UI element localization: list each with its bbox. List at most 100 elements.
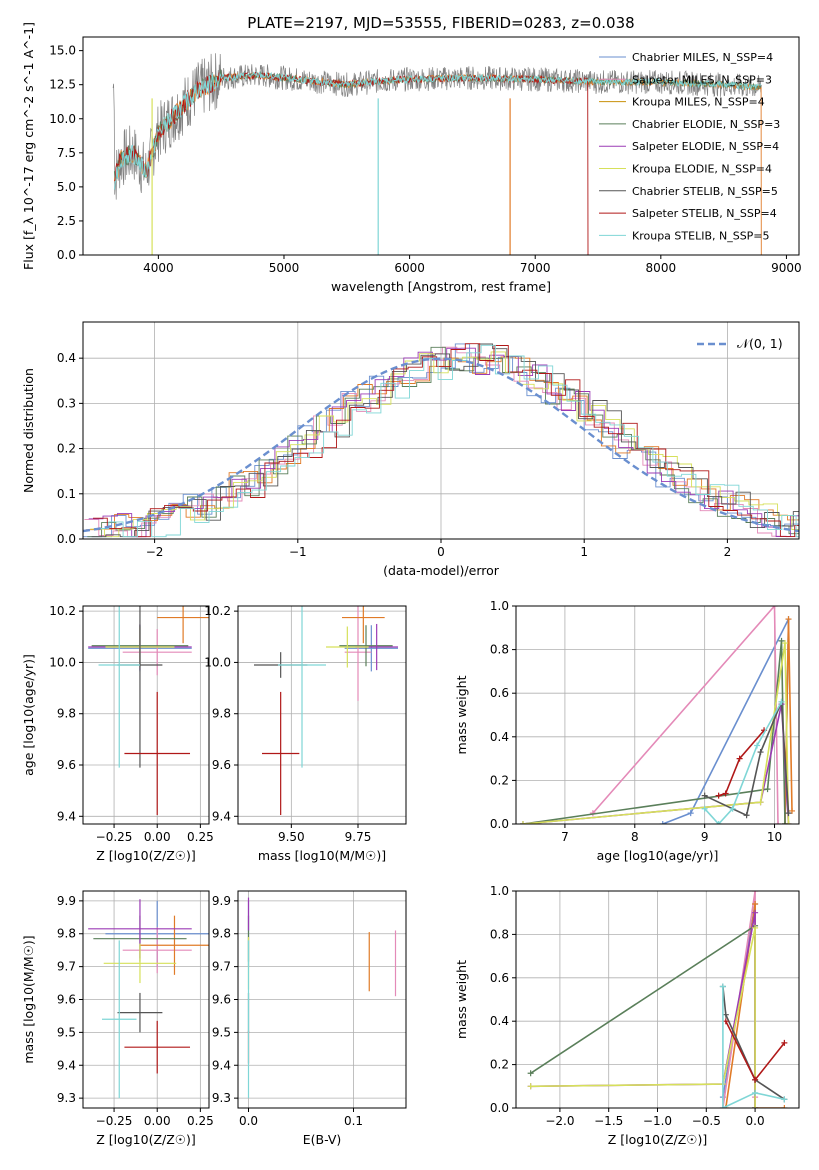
y-axis-label: mass [log10(M/M☉)]	[21, 935, 36, 1063]
weight-marker	[719, 1105, 726, 1108]
error-bar-point	[139, 915, 209, 975]
y-tick-label: 10.2	[49, 604, 76, 618]
error-bar-point	[157, 606, 209, 644]
panel-2: −0.25 0.00 0.25 9.4 9.6 9.8 10.0 10.2 Z [log10(Z…	[21, 604, 214, 863]
x-tick-label: −2.0	[545, 1114, 574, 1128]
error-bar-point	[124, 691, 191, 816]
x-tick-label: −1	[289, 545, 307, 559]
y-tick-label: 1.0	[490, 884, 509, 898]
y-tick-label: 0.0	[490, 817, 509, 831]
weight-marker	[729, 805, 736, 812]
weight-marker	[782, 640, 789, 647]
y-tick-label: 9.6	[57, 993, 76, 1007]
y-tick-label: 9.6	[212, 758, 231, 772]
x-tick-label: −0.5	[692, 1114, 721, 1128]
weight-marker	[781, 1105, 788, 1108]
x-tick-label: 2	[724, 545, 732, 559]
y-tick-label: 9.9	[212, 894, 231, 908]
weight-series-line	[530, 927, 756, 1108]
x-tick-label: 4000	[143, 261, 174, 275]
y-tick-label: 9.8	[57, 707, 76, 721]
y-tick-label: 9.8	[212, 707, 231, 721]
weight-marker	[778, 698, 785, 705]
y-tick-label: 0.0	[57, 248, 76, 262]
weight-marker	[757, 749, 764, 756]
weight-marker	[781, 1096, 788, 1103]
error-bar-point	[124, 1020, 191, 1074]
weight-marker	[782, 821, 789, 824]
panel-4: 7 8 9 10 0.0 0.2 0.4 0.6 0.8 1.0 age [log10(age/yr…	[454, 599, 800, 863]
error-bar-point	[326, 626, 369, 668]
y-tick-label: 0.2	[57, 442, 76, 456]
weight-marker	[785, 616, 792, 623]
y-tick-label: 9.4	[212, 809, 231, 823]
x-tick-label: 9.50	[278, 830, 305, 844]
plot-area	[112, 53, 762, 255]
weight-marker	[701, 805, 708, 812]
legend-label: Salpeter ELODIE, N_SSP=4	[632, 140, 779, 153]
y-axis-label: Normed distribution	[21, 368, 36, 493]
x-axis-label: age [log10(age/yr)]	[597, 848, 719, 863]
x-tick-label: 0.25	[187, 1114, 214, 1128]
x-tick-label: −2	[146, 545, 164, 559]
weight-marker	[659, 821, 666, 824]
y-tick-label: 10.0	[49, 112, 76, 126]
y-tick-label: 9.3	[57, 1091, 76, 1105]
plot-area	[88, 899, 209, 1099]
x-tick-label: −0.25	[96, 830, 133, 844]
y-tick-label: 9.6	[212, 993, 231, 1007]
error-bar-point	[344, 606, 372, 701]
model-spectrum-line	[114, 72, 589, 255]
legend-label: Chabrier STELIB, N_SSP=5	[632, 185, 778, 198]
panel-5: −0.25 0.00 0.25 9.3 9.4 9.5 9.6 9.7 9.8 9.9 Z [log…	[21, 890, 214, 1147]
panel-0: 4000 5000 6000 7000 8000 9000 0.0 2.5 5.0 7.5 10.0…	[21, 14, 802, 294]
x-tick-label: 7	[561, 830, 569, 844]
x-tick-label: 1	[580, 545, 588, 559]
weight-series-line	[530, 912, 756, 1108]
y-tick-label: 7.5	[57, 146, 76, 160]
axes-frame	[82, 36, 800, 256]
y-tick-label: 12.5	[49, 78, 76, 92]
x-axis-label: mass [log10(M/M☉)]	[258, 848, 386, 863]
y-tick-label: 0.0	[490, 1101, 509, 1115]
x-tick-label: 7000	[520, 261, 551, 275]
error-bar-point	[98, 606, 140, 768]
y-axis-label: mass weight	[454, 960, 469, 1039]
weight-series-line	[722, 986, 785, 1100]
histogram-series	[90, 351, 799, 538]
y-tick-label: 9.4	[57, 809, 76, 823]
x-tick-label: −1.5	[594, 1114, 623, 1128]
x-axis-label: Z [log10(Z/Z☉)]	[96, 848, 196, 863]
y-tick-label: 9.6	[57, 758, 76, 772]
weight-series-line	[522, 642, 790, 824]
legend-label: Salpeter STELIB, N_SSP=4	[632, 207, 777, 220]
weight-marker	[752, 1076, 759, 1083]
error-bar-point	[101, 940, 137, 1099]
y-tick-label: 0.8	[490, 643, 509, 657]
y-tick-label: 1.0	[490, 599, 509, 613]
weight-series-line	[592, 606, 779, 824]
weight-marker	[719, 983, 726, 990]
error-bar-point	[117, 992, 163, 1033]
x-tick-label: 8	[631, 830, 639, 844]
y-tick-label: 9.5	[57, 1025, 76, 1039]
weight-marker	[752, 901, 759, 908]
legend-label: Chabrier ELODIE, N_SSP=3	[632, 118, 780, 131]
weight-series-line	[522, 640, 786, 824]
error-bar-point	[122, 629, 192, 676]
plot-area	[254, 606, 398, 816]
y-tick-label: 9.8	[57, 927, 76, 941]
normal-curve-line	[83, 357, 799, 533]
x-axis-label: (data-model)/error	[383, 563, 500, 578]
histogram-series	[84, 346, 799, 538]
axes-frame	[237, 605, 407, 825]
x-axis-label: wavelength [Angstrom, rest frame]	[331, 279, 551, 294]
weight-marker	[752, 909, 759, 916]
y-tick-label: 0.4	[57, 351, 76, 365]
x-axis-label: E(B-V)	[303, 1132, 342, 1147]
error-bar-point	[103, 943, 177, 984]
weight-marker	[752, 891, 759, 894]
error-bar-point	[344, 625, 398, 672]
y-tick-label: 10.2	[204, 604, 231, 618]
weight-marker	[781, 1039, 788, 1046]
